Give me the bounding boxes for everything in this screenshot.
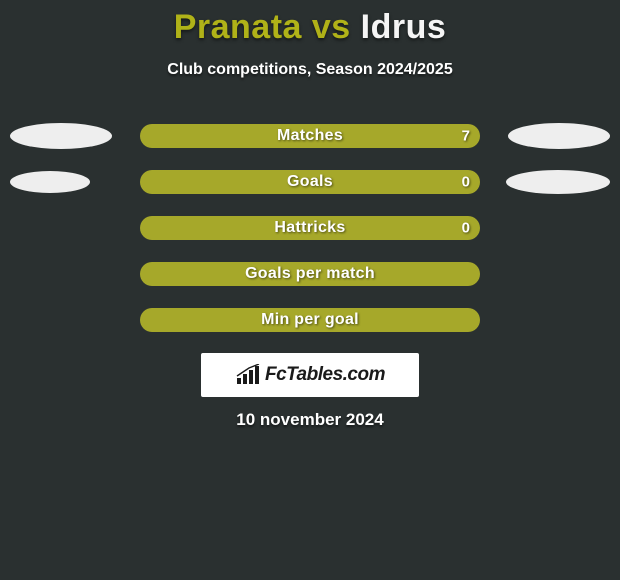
- stat-bar: Goals 0: [140, 170, 480, 194]
- stat-row: Min per goal: [0, 308, 620, 332]
- bar-chart-icon: [235, 364, 261, 386]
- stat-label: Matches: [277, 127, 343, 145]
- right-value-ellipse: [508, 123, 610, 149]
- logo: FcTables.com: [235, 364, 385, 386]
- stat-value: 7: [462, 128, 470, 145]
- date-text: 10 november 2024: [0, 410, 620, 430]
- stat-label: Hattricks: [274, 219, 345, 237]
- stat-bar: Hattricks 0: [140, 216, 480, 240]
- left-value-ellipse: [10, 123, 112, 149]
- stat-row: Goals 0: [0, 170, 620, 194]
- logo-text: FcTables.com: [265, 364, 385, 386]
- stat-row: Goals per match: [0, 262, 620, 286]
- title-right: Idrus: [361, 8, 447, 46]
- stat-rows: Matches 7 Goals 0 Hattricks 0 Goals per match M…: [0, 124, 620, 354]
- logo-box: FcTables.com: [201, 353, 419, 397]
- stat-bar: Matches 7: [140, 124, 480, 148]
- stat-label: Goals: [287, 173, 333, 191]
- stat-value: 0: [462, 174, 470, 191]
- stat-bar: Min per goal: [140, 308, 480, 332]
- left-value-ellipse: [10, 171, 90, 193]
- stat-label: Goals per match: [245, 265, 375, 283]
- title-left: Pranata vs: [174, 8, 351, 46]
- stat-value: 0: [462, 220, 470, 237]
- right-value-ellipse: [506, 170, 610, 194]
- stat-label: Min per goal: [261, 311, 359, 329]
- stat-row: Matches 7: [0, 124, 620, 148]
- subtitle: Club competitions, Season 2024/2025: [0, 61, 620, 79]
- page-title: Pranata vs Idrus: [0, 0, 620, 47]
- stat-bar: Goals per match: [140, 262, 480, 286]
- stat-row: Hattricks 0: [0, 216, 620, 240]
